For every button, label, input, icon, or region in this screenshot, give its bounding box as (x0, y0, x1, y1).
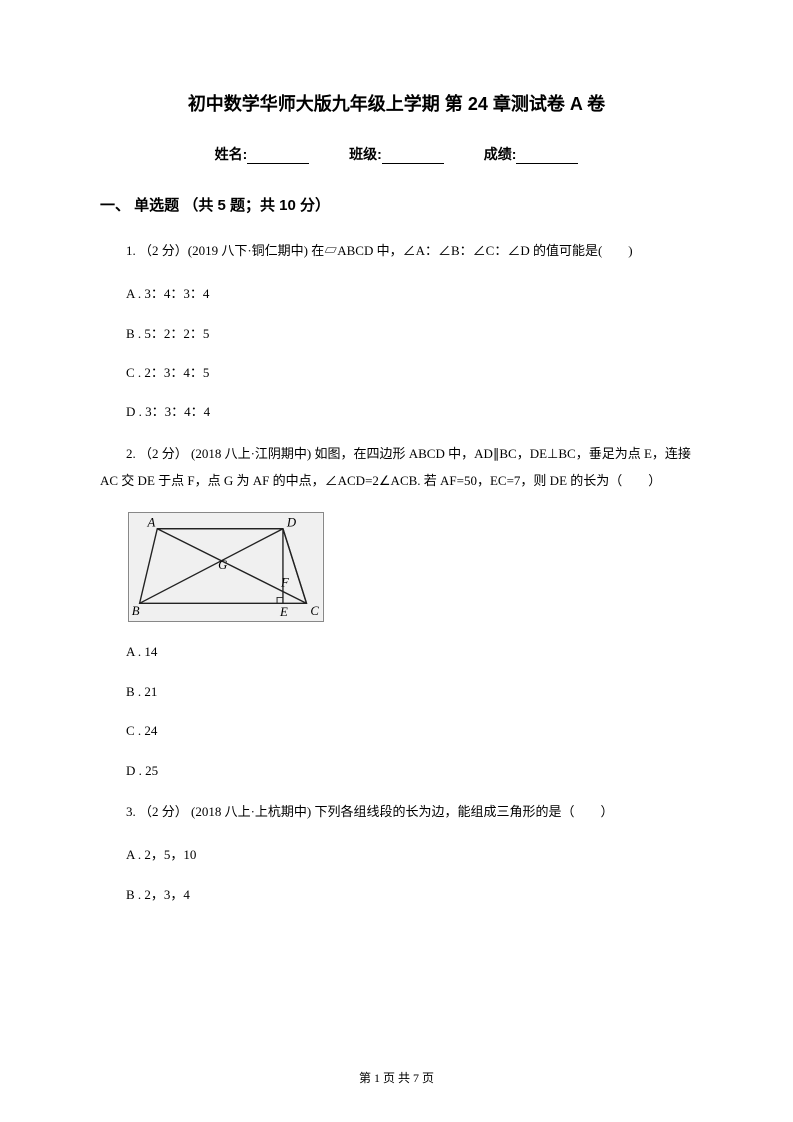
svg-text:F: F (280, 576, 289, 590)
question-1-optD: D . 3：3：4：4 (100, 400, 693, 423)
question-2-optA: A . 14 (100, 640, 693, 663)
question-1-optC: C . 2：3：4：5 (100, 361, 693, 384)
question-1-stem: 1. （2 分）(2019 八下·铜仁期中) 在▱ABCD 中，∠A：∠B：∠C… (100, 237, 693, 264)
question-3-optB: B . 2，3，4 (100, 883, 693, 906)
class-blank (382, 163, 444, 164)
question-2-figure: A B C D E F G (128, 512, 324, 622)
svg-text:C: C (310, 605, 319, 619)
svg-text:D: D (286, 516, 297, 530)
page-title: 初中数学华师大版九年级上学期 第 24 章测试卷 A 卷 (100, 90, 693, 116)
page-footer: 第 1 页 共 7 页 (0, 1069, 793, 1086)
name-label: 姓名: (215, 144, 248, 164)
class-label: 班级: (349, 144, 382, 164)
section-title: 一、 单选题 （共 5 题；共 10 分） (100, 194, 693, 215)
svg-text:E: E (279, 606, 288, 620)
student-info-line: 姓名: 班级: 成绩: (100, 144, 693, 164)
question-1-optB: B . 5：2：2：5 (100, 322, 693, 345)
svg-text:B: B (132, 605, 140, 619)
question-3-stem: 3. （2 分） (2018 八上·上杭期中) 下列各组线段的长为边，能组成三角… (100, 798, 693, 825)
score-blank (516, 163, 578, 164)
score-label: 成绩: (484, 144, 517, 164)
svg-text:A: A (146, 516, 155, 530)
question-1-optA: A . 3：4：3：4 (100, 282, 693, 305)
trapezoid-diagram: A B C D E F G (129, 513, 323, 621)
question-2-optC: C . 24 (100, 719, 693, 742)
svg-text:G: G (218, 558, 227, 572)
question-3-optA: A . 2，5，10 (100, 843, 693, 866)
question-2-optD: D . 25 (100, 759, 693, 782)
question-2-optB: B . 21 (100, 680, 693, 703)
name-blank (247, 163, 309, 164)
question-2-stem: 2. （2 分） (2018 八上·江阴期中) 如图，在四边形 ABCD 中，A… (100, 440, 693, 495)
